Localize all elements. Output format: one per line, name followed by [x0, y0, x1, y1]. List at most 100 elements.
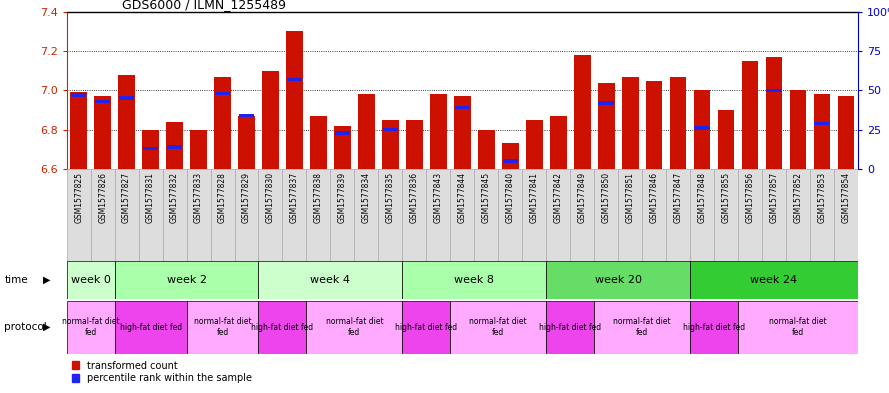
FancyBboxPatch shape [522, 169, 546, 261]
Bar [454, 96, 470, 169]
Text: high-fat diet fed: high-fat diet fed [539, 323, 601, 332]
FancyBboxPatch shape [474, 169, 498, 261]
FancyBboxPatch shape [403, 261, 546, 299]
FancyBboxPatch shape [570, 169, 594, 261]
FancyBboxPatch shape [283, 169, 307, 261]
Bar [118, 75, 135, 169]
FancyBboxPatch shape [67, 169, 91, 261]
Text: normal-fat diet
fed: normal-fat diet fed [469, 318, 527, 337]
FancyBboxPatch shape [235, 169, 259, 261]
Bar [382, 120, 399, 169]
FancyBboxPatch shape [642, 169, 666, 261]
FancyBboxPatch shape [115, 261, 259, 299]
Text: high-fat diet fed: high-fat diet fed [119, 323, 181, 332]
FancyBboxPatch shape [738, 301, 858, 354]
Bar [215, 92, 230, 95]
Text: GSM1577855: GSM1577855 [722, 172, 731, 223]
Bar [789, 90, 806, 169]
Text: GSM1577845: GSM1577845 [482, 172, 491, 223]
Bar [239, 114, 254, 118]
FancyBboxPatch shape [546, 261, 690, 299]
Text: GSM1577854: GSM1577854 [841, 172, 851, 223]
FancyBboxPatch shape [139, 169, 163, 261]
Text: GSM1577829: GSM1577829 [242, 172, 251, 223]
Text: week 0: week 0 [71, 275, 110, 285]
Text: GSM1577831: GSM1577831 [146, 172, 155, 223]
Text: GSM1577843: GSM1577843 [434, 172, 443, 223]
Text: protocol: protocol [4, 322, 47, 332]
FancyBboxPatch shape [427, 169, 451, 261]
Text: GSM1577856: GSM1577856 [746, 172, 755, 223]
Text: normal-fat diet
fed: normal-fat diet fed [769, 318, 827, 337]
Text: week 4: week 4 [310, 275, 350, 285]
FancyBboxPatch shape [115, 301, 187, 354]
FancyBboxPatch shape [379, 169, 403, 261]
Bar [71, 94, 86, 97]
Bar [669, 77, 686, 169]
Text: normal-fat diet
fed: normal-fat diet fed [613, 318, 671, 337]
Bar [573, 55, 590, 169]
Bar [94, 96, 111, 169]
Bar [287, 78, 302, 81]
FancyBboxPatch shape [67, 301, 115, 354]
Legend: transformed count, percentile rank within the sample: transformed count, percentile rank withi… [71, 360, 252, 384]
FancyBboxPatch shape [403, 301, 451, 354]
FancyBboxPatch shape [594, 169, 618, 261]
Text: week 24: week 24 [750, 275, 797, 285]
Bar [142, 130, 159, 169]
Text: GSM1577846: GSM1577846 [650, 172, 659, 223]
Bar [95, 100, 110, 103]
Text: time: time [4, 275, 28, 285]
Bar [837, 96, 854, 169]
FancyBboxPatch shape [714, 169, 738, 261]
FancyBboxPatch shape [618, 169, 642, 261]
FancyBboxPatch shape [690, 169, 714, 261]
Bar [334, 126, 351, 169]
Text: GSM1577836: GSM1577836 [410, 172, 419, 223]
Bar [741, 61, 758, 169]
Bar [694, 127, 709, 130]
Bar [190, 130, 207, 169]
Bar [70, 92, 87, 169]
FancyBboxPatch shape [690, 261, 858, 299]
Text: ▶: ▶ [43, 322, 50, 332]
Text: GSM1577832: GSM1577832 [170, 172, 179, 223]
Text: GSM1577850: GSM1577850 [602, 172, 611, 223]
Bar [502, 143, 518, 169]
Bar [358, 94, 375, 169]
Text: GSM1577849: GSM1577849 [578, 172, 587, 223]
Text: GSM1577844: GSM1577844 [458, 172, 467, 223]
Text: GSM1577833: GSM1577833 [194, 172, 203, 223]
Text: GSM1577852: GSM1577852 [794, 172, 803, 223]
Bar [621, 77, 638, 169]
FancyBboxPatch shape [451, 301, 546, 354]
Bar [549, 116, 566, 169]
Text: normal-fat diet
fed: normal-fat diet fed [325, 318, 383, 337]
Bar [717, 110, 734, 169]
FancyBboxPatch shape [187, 301, 259, 354]
Bar [214, 77, 231, 169]
Text: normal-fat diet
fed: normal-fat diet fed [62, 318, 119, 337]
Text: GSM1577830: GSM1577830 [266, 172, 275, 223]
FancyBboxPatch shape [91, 169, 115, 261]
Text: high-fat diet fed: high-fat diet fed [252, 323, 314, 332]
FancyBboxPatch shape [762, 169, 786, 261]
Text: week 2: week 2 [166, 275, 206, 285]
Bar [813, 94, 830, 169]
Text: GSM1577848: GSM1577848 [698, 172, 707, 223]
FancyBboxPatch shape [259, 169, 283, 261]
Bar [430, 94, 446, 169]
Bar [525, 120, 542, 169]
Text: GSM1577834: GSM1577834 [362, 172, 371, 223]
FancyBboxPatch shape [331, 169, 355, 261]
Bar [597, 83, 614, 169]
FancyBboxPatch shape [355, 169, 379, 261]
FancyBboxPatch shape [546, 301, 594, 354]
Text: GSM1577825: GSM1577825 [74, 172, 84, 223]
Text: GSM1577842: GSM1577842 [554, 172, 563, 223]
Bar [119, 97, 134, 100]
Text: GSM1577840: GSM1577840 [506, 172, 515, 223]
Text: week 8: week 8 [454, 275, 494, 285]
Bar [143, 147, 158, 151]
Bar [814, 122, 829, 125]
